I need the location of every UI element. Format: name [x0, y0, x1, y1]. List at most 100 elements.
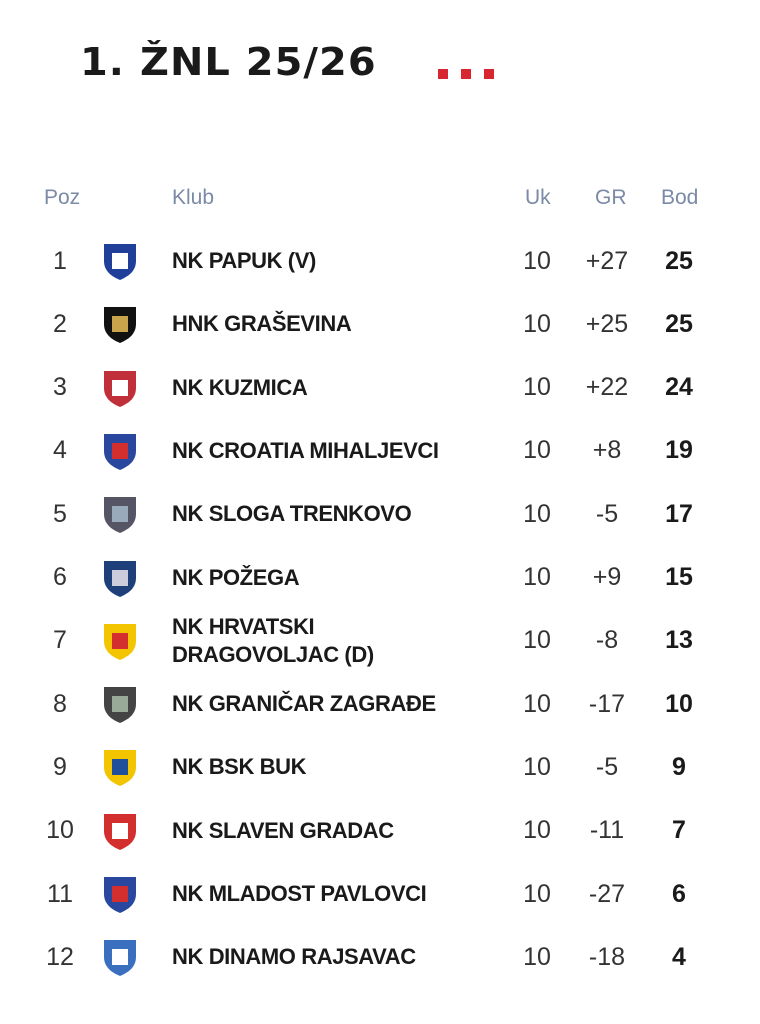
club-name: HNK GRAŠEVINA	[172, 311, 352, 337]
decoration	[438, 66, 507, 84]
table-row: 10 NK SLAVEN GRADAC 10 -11 7	[0, 801, 760, 861]
column-header: Uk	[525, 186, 551, 209]
club-crest	[100, 801, 140, 861]
position: 4	[53, 436, 67, 465]
matches: 10	[523, 563, 551, 591]
matches: 10	[523, 373, 551, 402]
matches: 10	[523, 689, 551, 718]
club-name: NK SLAVEN GRADAC	[172, 817, 394, 843]
club-name: NK MLADOST PAVLOVCI	[172, 881, 427, 906]
goal-difference: +9	[592, 563, 622, 591]
goal-difference: +25	[585, 309, 629, 338]
table-row: 9 NK BSK BUK 10 -5 9	[0, 737, 760, 797]
position: 9	[53, 752, 67, 781]
club-name: NK DINAMO RAJSAVAC	[172, 944, 416, 970]
table-row: 2 HNK GRAŠEVINA 10 +25 25	[0, 294, 760, 354]
club-name: NK POŽEGA	[172, 564, 300, 590]
goal-difference: -18	[588, 942, 626, 971]
goal-difference: -11	[589, 816, 625, 845]
points: 9	[672, 752, 686, 781]
goal-difference: +22	[585, 373, 629, 402]
position: 10	[46, 816, 74, 845]
points: 4	[672, 942, 686, 971]
matches: 10	[523, 626, 551, 655]
column-header: GR	[595, 186, 627, 209]
goal-difference: +27	[585, 246, 629, 275]
goal-difference: -27	[588, 879, 626, 908]
table-row: 4 NK CROATIA MIHALJEVCI 10 +8 19	[0, 421, 760, 481]
page-title: 1. ŽNL 25/26	[80, 40, 377, 84]
matches: 10	[523, 879, 551, 908]
club-crest	[100, 231, 140, 291]
goal-difference: -17	[588, 689, 626, 718]
table-row: 7 NK HRVATSKI DRAGOVOLJAC (D) 10 -8 13	[0, 611, 760, 671]
club-crest	[100, 484, 140, 544]
club-name: NK PAPUK (V)	[172, 248, 316, 273]
position: 12	[46, 942, 74, 971]
crest-icon	[104, 687, 136, 724]
crest-icon	[104, 497, 136, 534]
points: 7	[672, 816, 686, 845]
position: 11	[47, 879, 73, 908]
matches: 10	[523, 309, 551, 338]
club-crest	[100, 421, 140, 481]
points: 25	[665, 309, 693, 338]
position: 8	[53, 689, 67, 718]
club-crest	[100, 294, 140, 354]
matches: 10	[523, 752, 551, 781]
position: 1	[53, 246, 67, 275]
points: 13	[665, 626, 693, 655]
crest-icon	[104, 813, 136, 850]
table-row: 1 NK PAPUK (V) 10 +27 25	[0, 231, 760, 291]
table-row: 3 NK KUZMICA 10 +22 24	[0, 358, 760, 418]
column-header: Bod	[661, 186, 699, 209]
matches: 10	[523, 436, 551, 465]
points: 24	[665, 373, 693, 402]
column-header: Klub	[172, 186, 215, 209]
points: 10	[665, 689, 693, 718]
club-crest	[100, 927, 140, 987]
crest-icon	[104, 940, 136, 977]
club-crest	[100, 864, 140, 924]
goal-difference: -8	[595, 626, 619, 655]
position: 3	[53, 373, 67, 402]
club-crest	[100, 674, 140, 734]
table-row: 12 NK DINAMO RAJSAVAC 10 -18 4	[0, 927, 760, 987]
club-name: NK KUZMICA	[172, 374, 308, 400]
goal-difference: +8	[592, 436, 622, 465]
club-name: NK GRANIČAR ZAGRAĐE	[172, 691, 436, 717]
points: 25	[665, 246, 693, 275]
club-crest	[100, 611, 140, 671]
crest-icon	[104, 560, 136, 597]
matches: 10	[523, 942, 551, 971]
points: 19	[665, 436, 693, 465]
crest-icon	[104, 750, 136, 787]
matches: 10	[523, 246, 551, 275]
position: 5	[53, 499, 67, 528]
table-row: 5 NK SLOGA TRENKOVO 10 -5 17	[0, 484, 760, 544]
club-name: NK CROATIA MIHALJEVCI	[172, 437, 439, 463]
club-crest	[100, 358, 140, 418]
matches: 10	[523, 499, 551, 528]
crest-icon	[104, 370, 136, 407]
table-row: 6 NK POŽEGA 10 +9 15	[0, 548, 760, 608]
matches: 10	[523, 816, 551, 845]
position: 6	[53, 563, 67, 591]
crest-icon	[104, 623, 136, 660]
goal-difference: -5	[595, 752, 619, 781]
crest-icon	[104, 307, 136, 344]
table-row: 11 NK MLADOST PAVLOVCI 10 -27 6	[0, 864, 760, 924]
table-row: 8 NK GRANIČAR ZAGRAĐE 10 -17 10	[0, 674, 760, 734]
goal-difference: -5	[595, 499, 619, 528]
points: 6	[672, 879, 686, 908]
club-name: NK SLOGA TRENKOVO	[172, 501, 412, 527]
position: 2	[53, 309, 67, 338]
position: 7	[53, 626, 67, 655]
club-name: NK HRVATSKI DRAGOVOLJAC (D)	[172, 613, 374, 667]
club-name: NK BSK BUK	[172, 754, 307, 780]
crest-icon	[104, 244, 136, 280]
crest-icon	[104, 877, 136, 913]
crest-icon	[104, 433, 136, 470]
points: 17	[665, 499, 693, 528]
